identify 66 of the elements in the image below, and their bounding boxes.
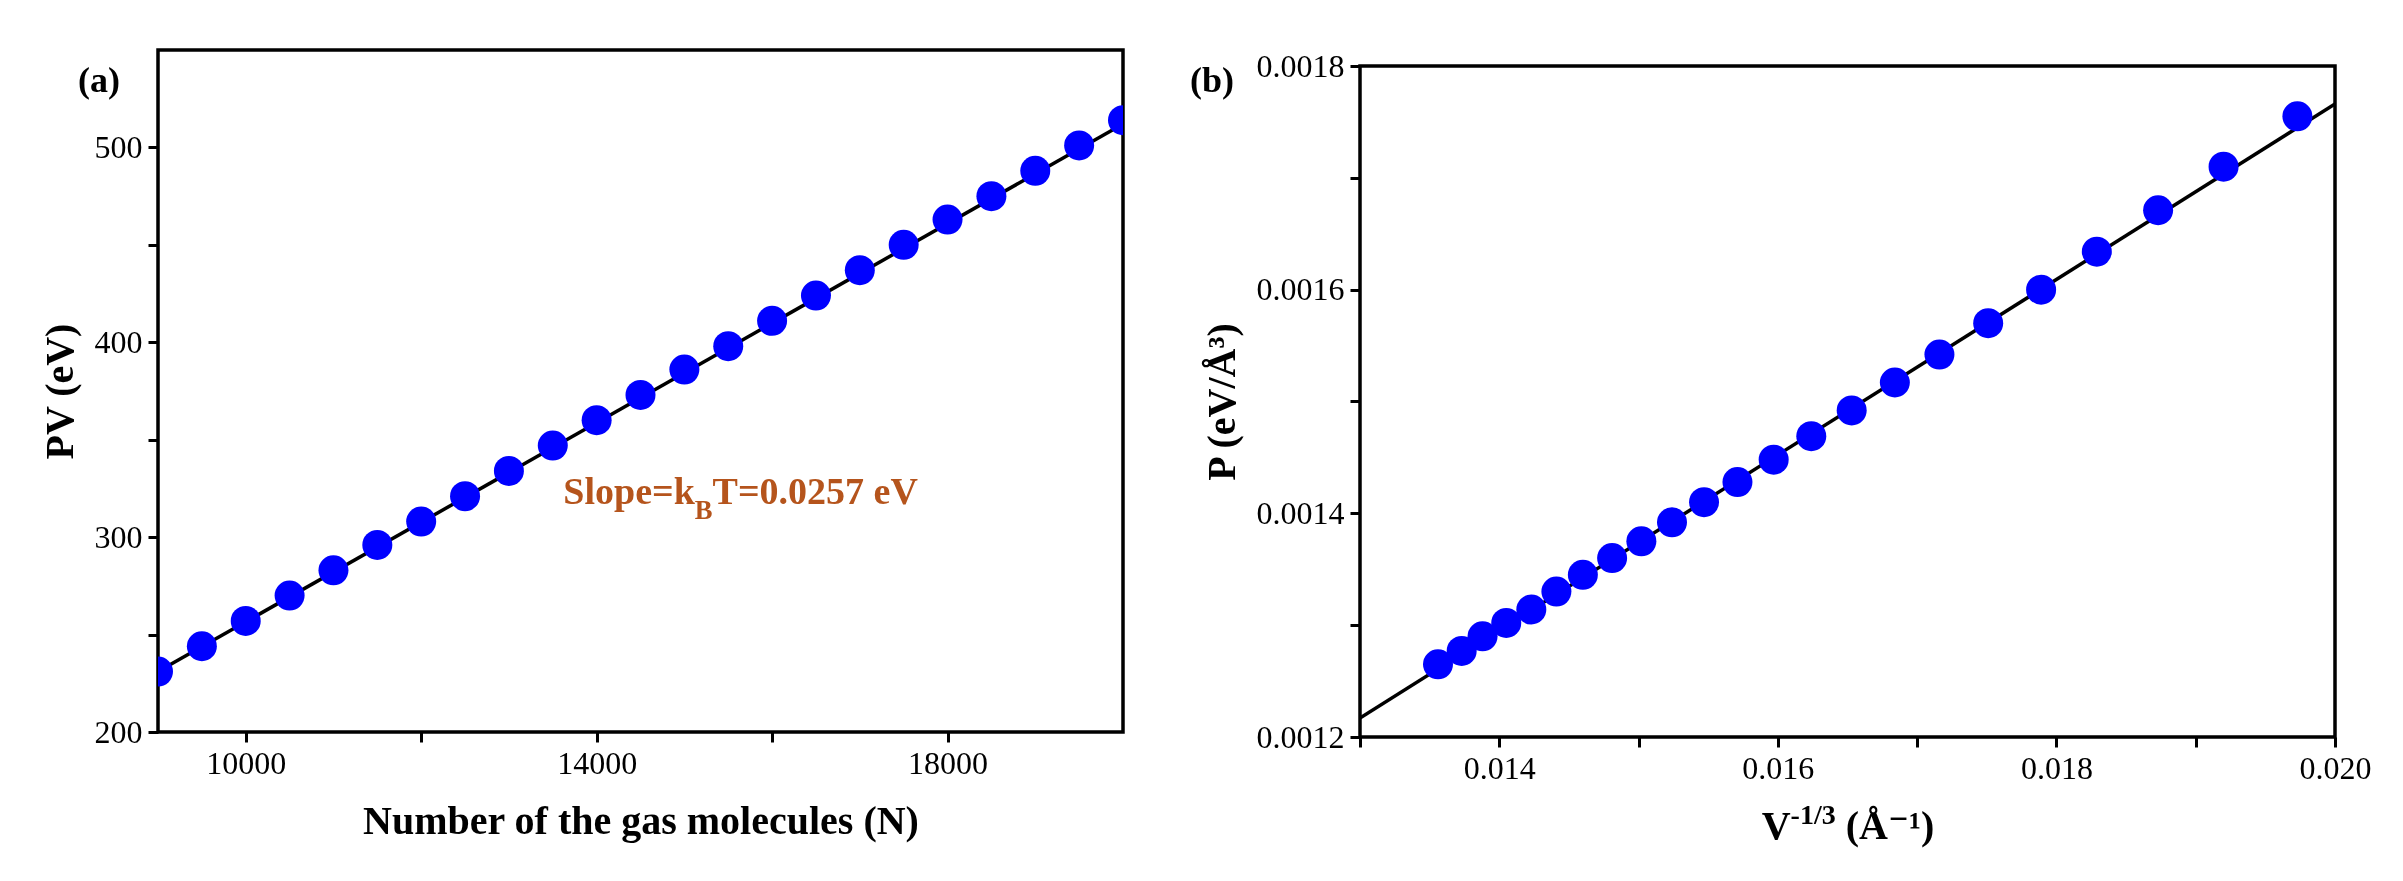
point <box>186 631 217 662</box>
point <box>800 280 831 311</box>
point <box>1516 594 1547 625</box>
point <box>2143 195 2174 226</box>
point <box>274 580 305 611</box>
point <box>1758 444 1789 475</box>
point <box>1924 339 1955 370</box>
y-tick-label: 500 <box>94 128 143 165</box>
point <box>1020 155 1051 186</box>
y-tick-label: 0.0012 <box>1256 718 1345 755</box>
y-axis-title: P (eV/Å³) <box>1198 323 1244 481</box>
annotation: Slope=k$_{B}$T=0.0257 eV <box>563 470 919 526</box>
point <box>1446 635 1477 666</box>
chart-title: (a) <box>78 60 120 100</box>
x-tick-label: 0.020 <box>2299 749 2372 786</box>
point <box>976 181 1007 212</box>
point <box>1064 130 1095 161</box>
point <box>1836 395 1867 426</box>
point <box>1657 507 1687 538</box>
point <box>669 354 700 385</box>
x-tick-label: 0.018 <box>2020 749 2093 786</box>
point <box>318 555 349 586</box>
point <box>406 506 437 537</box>
point <box>1689 487 1720 518</box>
point <box>362 529 393 560</box>
x-tick-label: 0.016 <box>1742 749 1815 786</box>
x-axis-title: Number of the gas molecules (N) <box>363 797 919 843</box>
point <box>1491 607 1522 638</box>
point <box>450 481 481 512</box>
y-tick-label: 300 <box>94 518 143 555</box>
y-tick-label: 400 <box>94 323 143 360</box>
point <box>625 379 656 410</box>
x-tick-label: 0.014 <box>1463 749 1536 786</box>
point <box>581 405 612 436</box>
y-tick-label: 200 <box>94 713 143 750</box>
point <box>844 255 875 286</box>
point <box>1597 543 1628 574</box>
point <box>2081 236 2112 267</box>
point <box>888 229 919 260</box>
point <box>1467 621 1498 652</box>
chart-title: (b) <box>1190 60 1234 100</box>
x-tick-label: 14000 <box>557 744 638 781</box>
point <box>1973 308 2004 339</box>
point <box>757 305 788 336</box>
point <box>537 430 568 461</box>
point <box>1722 467 1753 497</box>
point <box>2026 274 2057 305</box>
point <box>493 455 524 486</box>
point <box>1567 559 1598 590</box>
x-tick-label: 18000 <box>908 744 989 781</box>
x-tick-label: 10000 <box>206 744 287 781</box>
point <box>2282 101 2313 132</box>
y-tick-label: 0.0016 <box>1256 271 1345 308</box>
x-axis-title: V$^{-1/3}$ (Å⁻¹) <box>1761 798 1935 848</box>
point <box>2208 151 2239 182</box>
point <box>1423 649 1453 680</box>
point <box>1541 576 1572 607</box>
y-tick-label: 0.0018 <box>1256 47 1345 84</box>
point <box>1626 526 1657 557</box>
point <box>713 331 744 362</box>
point <box>230 605 261 636</box>
point <box>1796 421 1827 452</box>
point <box>932 204 963 235</box>
y-tick-label: 0.0014 <box>1256 494 1345 531</box>
y-axis-title: PV (eV) <box>36 323 82 460</box>
point <box>1879 367 1910 398</box>
